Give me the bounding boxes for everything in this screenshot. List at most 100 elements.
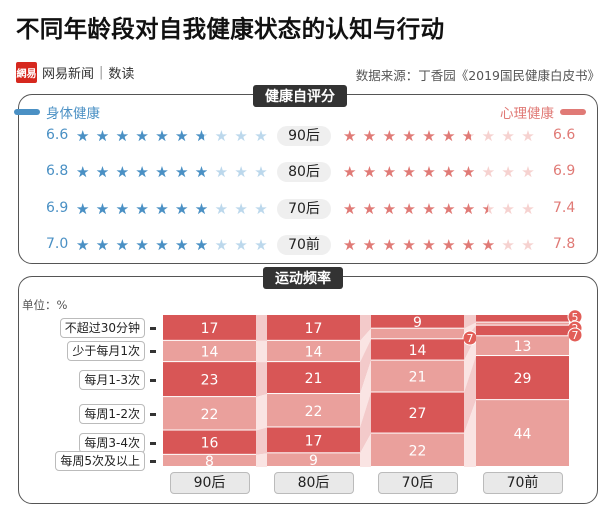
flow-connector [256,427,267,455]
mental-score: 6.9 [553,163,576,179]
mental-star-fill: ★ [461,202,476,217]
category-label: 每周3-4次 [79,432,145,453]
physical-score: 6.9 [46,200,69,216]
mental-star-fill: ★ [402,165,416,180]
physical-score: 6.6 [46,127,69,143]
physical-star-fill: ★ [175,129,189,144]
physical-star: ★ [135,202,149,217]
unit-label: 单位：% [22,298,68,312]
mental-star-fill: ★ [343,165,357,180]
data-label: 22 [201,407,219,423]
physical-star: ★ [214,129,229,144]
age-group-label: 80后 [277,162,331,182]
flow-connector [256,362,267,398]
physical-star-fill: ★ [135,165,149,180]
physical-star-fill: ★ [95,129,110,144]
bar-segment [371,433,464,466]
data-label: 14 [409,343,427,359]
bar-segment [163,340,256,362]
physical-star: ★ [155,129,169,144]
mental-star-fill: ★ [362,165,377,180]
flow-connector [360,339,371,395]
mental-star: ★ [442,129,456,144]
mental-star-fill: ★ [422,165,436,180]
age-group-axis-label: 80后 [273,472,354,494]
mental-star-fill: ★ [382,129,397,144]
age-group-label: 70前 [277,235,331,255]
category-label: 每月1-3次 [79,369,145,390]
physical-star-fill: ★ [194,129,204,144]
bar-segment [163,362,256,397]
brand-channel: 数读 [108,67,135,82]
physical-star: ★ [155,202,169,217]
category-label: 少于每月1次 [67,341,145,362]
physical-star-fill: ★ [155,202,169,217]
mental-star: ★ [501,129,515,144]
physical-star: ★ [95,129,110,144]
data-label: 9 [309,453,318,469]
flow-connector [360,360,371,428]
category-tick [150,441,156,445]
age-group-axis-label: 90后 [169,472,250,494]
physical-score: 6.8 [46,163,69,179]
mental-star: ★ [481,238,496,253]
mental-star: ★ [461,165,476,180]
mental-star-fill: ★ [382,238,397,253]
physical-star: ★ [115,202,130,217]
mental-star: ★ [362,129,377,144]
physical-star: ★ [254,202,268,217]
netease-logo: 網易 [16,62,37,83]
mental-star: ★ [481,129,496,144]
mental-star-fill: ★ [402,129,416,144]
mental-star: ★ [501,238,515,253]
mental-star-fill: ★ [402,202,416,217]
physical-star-fill: ★ [155,129,169,144]
flow-connector [464,315,476,329]
mental-star: ★ [501,165,515,180]
mental-star-fill: ★ [362,202,377,217]
physical-star: ★ [175,238,189,253]
mental-star: ★ [521,165,535,180]
mental-star: ★ [362,238,377,253]
physical-star: ★ [135,165,149,180]
flow-connector [360,433,371,467]
physical-star-fill: ★ [194,238,209,253]
mental-star: ★ [501,202,515,217]
physical-star: ★ [76,202,90,217]
category-label: 每周5次及以上 [55,450,145,471]
mental-star: ★ [521,202,535,217]
mental-star-fill: ★ [343,129,357,144]
bar-segment [267,453,360,466]
bar-segment [371,328,464,339]
physical-star-fill: ★ [95,202,110,217]
mental-star: ★ [481,202,496,217]
bar-segment [476,356,569,400]
mental-star-fill: ★ [402,238,416,253]
physical-star-fill: ★ [135,202,149,217]
mental-star: ★ [521,238,535,253]
mental-star: ★ [402,202,416,217]
physical-star: ★ [194,238,209,253]
mental-star: ★ [422,202,436,217]
physical-star-fill: ★ [115,202,130,217]
bar-segment [163,397,256,430]
physical-star: ★ [234,202,248,217]
mental-score: 7.4 [553,200,576,216]
mental-star: ★ [481,165,496,180]
legend-physical: 身体健康 [14,102,100,122]
physical-star: ★ [135,238,149,253]
data-label: 7 [467,332,474,345]
physical-star: ★ [155,165,169,180]
data-label: 44 [514,427,532,443]
data-label: 29 [514,371,532,387]
flow-connector [464,400,476,467]
mental-star-fill: ★ [362,238,377,253]
data-label: 21 [409,370,427,386]
physical-star: ★ [76,165,90,180]
mental-star: ★ [422,165,436,180]
mental-star: ★ [521,129,535,144]
physical-star-fill: ★ [135,129,149,144]
physical-star-fill: ★ [175,238,189,253]
age-group-label: 90后 [277,126,331,146]
